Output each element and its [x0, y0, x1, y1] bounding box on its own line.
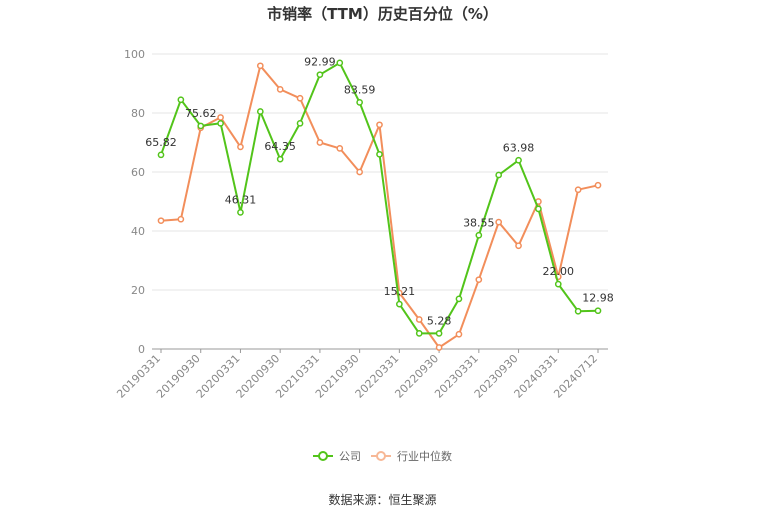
data-point	[296, 119, 304, 127]
chart-title: 市销率（TTM）历史百分位（%）	[267, 5, 498, 23]
data-point	[177, 96, 185, 104]
data-point	[554, 280, 562, 288]
data-point	[475, 231, 483, 239]
series-group	[157, 59, 602, 351]
data-point	[574, 186, 582, 194]
data-point	[256, 62, 264, 70]
data-point	[594, 181, 602, 189]
y-tick-label: 60	[131, 166, 145, 179]
legend-marker	[318, 451, 328, 461]
data-labels: 65.82 75.62 46.31 64.35 92.99 83.59 15.21 5.28 3…	[145, 56, 614, 328]
data-point	[237, 209, 244, 216]
data-point	[197, 122, 205, 130]
x-tick-label: 20240712	[551, 352, 600, 401]
data-point	[356, 99, 363, 106]
data-point	[237, 143, 244, 151]
y-tick-label: 0	[138, 343, 145, 356]
data-point	[495, 171, 503, 179]
data-point	[574, 307, 582, 315]
y-tick-label: 40	[131, 225, 145, 238]
data-source: 数据来源：恒生聚源	[328, 493, 437, 507]
data-point	[256, 108, 264, 115]
data-point	[455, 330, 463, 338]
data-point	[376, 121, 383, 129]
data-label: 5.28	[427, 314, 452, 327]
data-label: 83.59	[344, 83, 376, 96]
data-label: 64.35	[264, 140, 296, 153]
y-tick-label: 80	[131, 107, 145, 120]
data-label: 75.62	[185, 107, 217, 120]
data-label: 22.00	[543, 265, 575, 278]
data-point	[336, 59, 344, 67]
data-point	[217, 114, 224, 121]
gridlines	[152, 53, 608, 291]
data-point	[296, 94, 304, 102]
series-line	[160, 64, 599, 349]
legend-marker	[376, 451, 386, 461]
legend-label: 公司	[339, 450, 361, 463]
data-label: 15.21	[384, 285, 416, 298]
data-point	[435, 330, 443, 337]
data-label: 92.99	[304, 56, 336, 69]
data-point	[475, 276, 483, 284]
legend-label: 行业中位数	[397, 449, 452, 463]
y-tick-label: 100	[124, 48, 145, 61]
data-point	[415, 316, 423, 323]
data-label: 12.98	[582, 292, 614, 305]
data-label: 46.31	[225, 193, 257, 206]
data-point	[157, 217, 165, 225]
data-point	[276, 155, 284, 163]
data-point	[396, 300, 403, 308]
data-point	[535, 205, 542, 213]
data-point	[415, 330, 423, 337]
data-label: 38.55	[463, 216, 495, 229]
data-point	[316, 71, 324, 79]
data-point	[515, 242, 522, 250]
y-tick-label: 20	[131, 284, 145, 297]
data-point	[276, 86, 284, 93]
data-point	[356, 168, 363, 176]
data-point	[495, 218, 503, 226]
data-point	[316, 139, 324, 146]
data-point	[435, 344, 443, 351]
data-point	[336, 145, 344, 152]
data-point	[177, 215, 185, 223]
legend: 公司 行业中位数	[313, 449, 452, 463]
data-point	[455, 295, 463, 303]
data-label: 63.98	[503, 141, 535, 154]
data-point	[515, 156, 522, 164]
data-point	[376, 150, 383, 158]
data-point	[157, 151, 165, 159]
data-label: 65.82	[145, 136, 177, 149]
data-point	[217, 119, 224, 127]
data-point	[594, 307, 602, 315]
